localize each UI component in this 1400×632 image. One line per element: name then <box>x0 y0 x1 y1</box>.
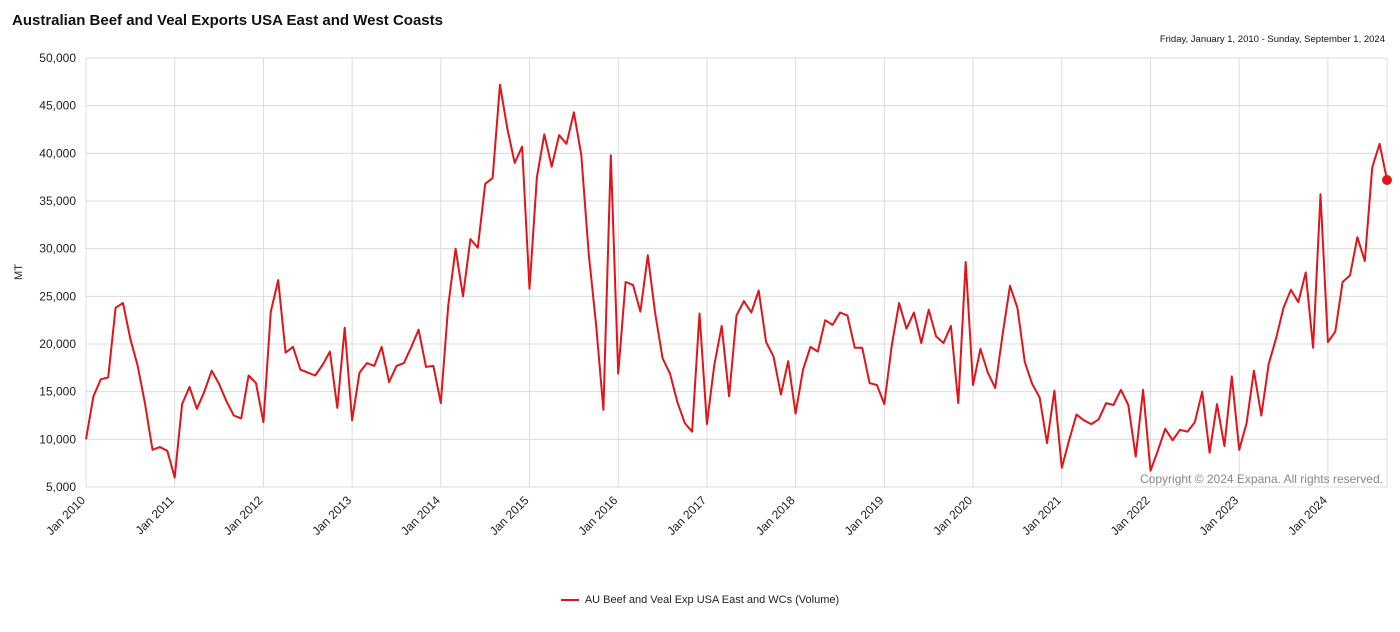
series-layer <box>85 83 1392 479</box>
legend-label: AU Beef and Veal Exp USA East and WCs (V… <box>584 594 840 606</box>
copyright-watermark: Copyright © 2024 Expana. All rights rese… <box>1140 472 1383 486</box>
x-tick-label: Jan 2018 <box>753 493 798 538</box>
x-tick-label: Jan 2010 <box>43 493 88 538</box>
legend[interactable]: AU Beef and Veal Exp USA East and WCs (V… <box>0 594 1400 606</box>
date-range: Friday, January 1, 2010 - Sunday, Septem… <box>1159 34 1385 45</box>
y-tick-label: 15,000 <box>39 385 76 399</box>
x-tick-label: Jan 2013 <box>309 493 354 538</box>
y-tick-label: 50,000 <box>39 51 76 65</box>
series-line <box>85 83 1388 479</box>
x-tick-label: Jan 2017 <box>664 493 709 538</box>
y-tick-label: 35,000 <box>39 194 76 208</box>
y-tick-labels: 5,000 10,000 15,000 20,000 25,000 30,000 35,00… <box>39 51 76 494</box>
x-tick-label: Jan 2016 <box>576 493 621 538</box>
x-tick-label: Jan 2020 <box>930 493 975 538</box>
x-tick-labels: Jan 2010 Jan 2011 Jan 2012 Jan 2013 Jan 2014… <box>43 493 1330 538</box>
y-gridlines <box>86 57 1387 488</box>
x-tick-label: Jan 2015 <box>487 493 532 538</box>
y-axis-label: MT <box>13 264 25 280</box>
y-tick-label: 10,000 <box>39 432 76 446</box>
y-tick-label: 30,000 <box>39 242 76 256</box>
x-tick-label: Jan 2012 <box>221 493 266 538</box>
chart-title: Australian Beef and Veal Exports USA Eas… <box>12 12 443 29</box>
x-tick-label: Jan 2023 <box>1196 493 1241 538</box>
x-tick-label: Jan 2011 <box>133 493 177 537</box>
x-tick-label: Jan 2019 <box>842 493 887 538</box>
y-tick-label: 40,000 <box>39 146 76 160</box>
line-chart: 5,000 10,000 15,000 20,000 25,000 30,000 35,00… <box>13 51 1392 538</box>
last-point-marker[interactable] <box>1382 175 1392 186</box>
legend-swatch <box>560 599 579 602</box>
x-tick-label: Jan 2014 <box>398 493 443 538</box>
y-tick-label: 45,000 <box>39 99 76 113</box>
x-gridlines <box>85 58 1388 487</box>
x-tick-label: Jan 2024 <box>1285 493 1330 538</box>
y-tick-label: 5,000 <box>46 480 76 494</box>
y-tick-label: 25,000 <box>39 289 76 303</box>
x-tick-label: Jan 2022 <box>1108 493 1153 538</box>
x-tick-label: Jan 2021 <box>1019 493 1064 538</box>
y-tick-label: 20,000 <box>39 337 76 351</box>
